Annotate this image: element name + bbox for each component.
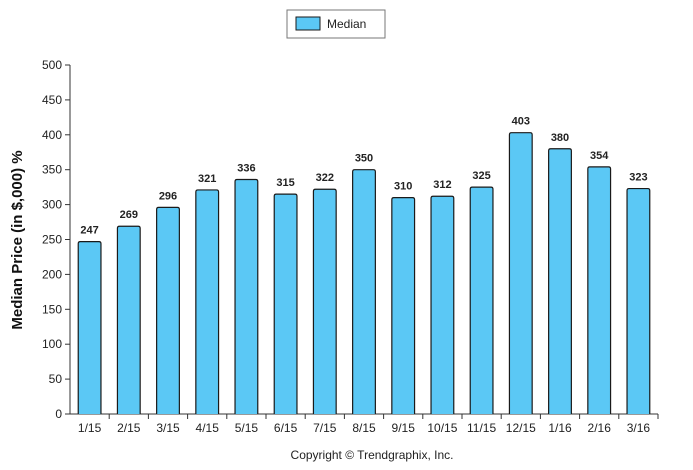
data-label: 247 xyxy=(80,225,98,237)
bar xyxy=(508,132,533,414)
bar xyxy=(77,240,102,414)
x-tick-label: 5/15 xyxy=(235,421,259,435)
y-tick-label: 250 xyxy=(42,233,62,247)
data-label: 354 xyxy=(590,150,609,162)
legend: Median xyxy=(286,9,386,39)
bar xyxy=(430,195,455,414)
bar xyxy=(195,189,220,414)
x-tick-label: 1/16 xyxy=(548,421,572,435)
legend-swatch xyxy=(295,16,321,31)
y-tick-label: 0 xyxy=(55,407,62,421)
y-tick-label: 400 xyxy=(42,128,62,142)
bar xyxy=(156,206,180,414)
bar xyxy=(587,166,612,414)
data-label: 325 xyxy=(472,170,490,182)
x-tick-label: 8/15 xyxy=(352,421,376,435)
x-axis: 1/15 2/15 3/15 4/15 5/15 6/15 7/15 8/15 9/15 10/1… xyxy=(70,413,659,435)
x-tick-label: 6/15 xyxy=(274,421,298,435)
y-tick-label: 150 xyxy=(42,302,62,316)
data-label: 336 xyxy=(237,162,255,174)
y-tick-label: 450 xyxy=(42,93,62,107)
bar xyxy=(234,178,259,414)
y-tick-label: 350 xyxy=(42,163,62,177)
legend-label: Median xyxy=(327,17,366,31)
data-label: 350 xyxy=(355,153,373,165)
bar xyxy=(273,193,298,414)
y-tick-label: 500 xyxy=(42,58,62,72)
y-axis-title: Median Price (in $,000) % xyxy=(9,150,26,329)
data-label: 310 xyxy=(394,181,412,193)
copyright-text: Copyright © Trendgraphix, Inc. xyxy=(291,448,454,462)
data-label: 296 xyxy=(159,190,177,202)
data-label: 315 xyxy=(276,177,294,189)
y-tick-label: 100 xyxy=(42,337,62,351)
y-tick-label: 200 xyxy=(42,267,62,281)
data-label: 312 xyxy=(433,179,451,191)
data-label: 321 xyxy=(198,173,216,185)
x-tick-label: 10/15 xyxy=(427,421,457,435)
y-tick-label: 50 xyxy=(49,372,63,386)
x-tick-label: 3/16 xyxy=(627,421,651,435)
bar xyxy=(391,197,416,414)
x-tick-label: 2/15 xyxy=(117,421,141,435)
y-tick-label: 300 xyxy=(42,198,62,212)
y-axis: 0 50 100 150 200 250 300 350 400 450 500 xyxy=(42,58,71,421)
x-tick-label: 3/15 xyxy=(156,421,180,435)
bars: 247 269 296 321 336 315 322 350 310 312 325 403 380 3… xyxy=(77,116,651,414)
data-label: 403 xyxy=(512,116,530,128)
data-label: 269 xyxy=(120,209,138,221)
data-label: 323 xyxy=(629,172,647,184)
x-tick-label: 4/15 xyxy=(196,421,220,435)
x-tick-label: 9/15 xyxy=(392,421,416,435)
x-tick-label: 12/15 xyxy=(506,421,536,435)
bar xyxy=(469,186,494,414)
bar xyxy=(116,225,141,414)
bar xyxy=(548,148,572,414)
data-label: 322 xyxy=(316,172,334,184)
bar xyxy=(312,188,337,414)
x-tick-label: 7/15 xyxy=(313,421,337,435)
bar xyxy=(626,187,651,414)
x-tick-label: 1/15 xyxy=(78,421,102,435)
x-tick-label: 11/15 xyxy=(467,421,496,435)
x-tick-label: 2/16 xyxy=(588,421,612,435)
data-label: 380 xyxy=(551,132,569,144)
bar xyxy=(352,169,376,414)
